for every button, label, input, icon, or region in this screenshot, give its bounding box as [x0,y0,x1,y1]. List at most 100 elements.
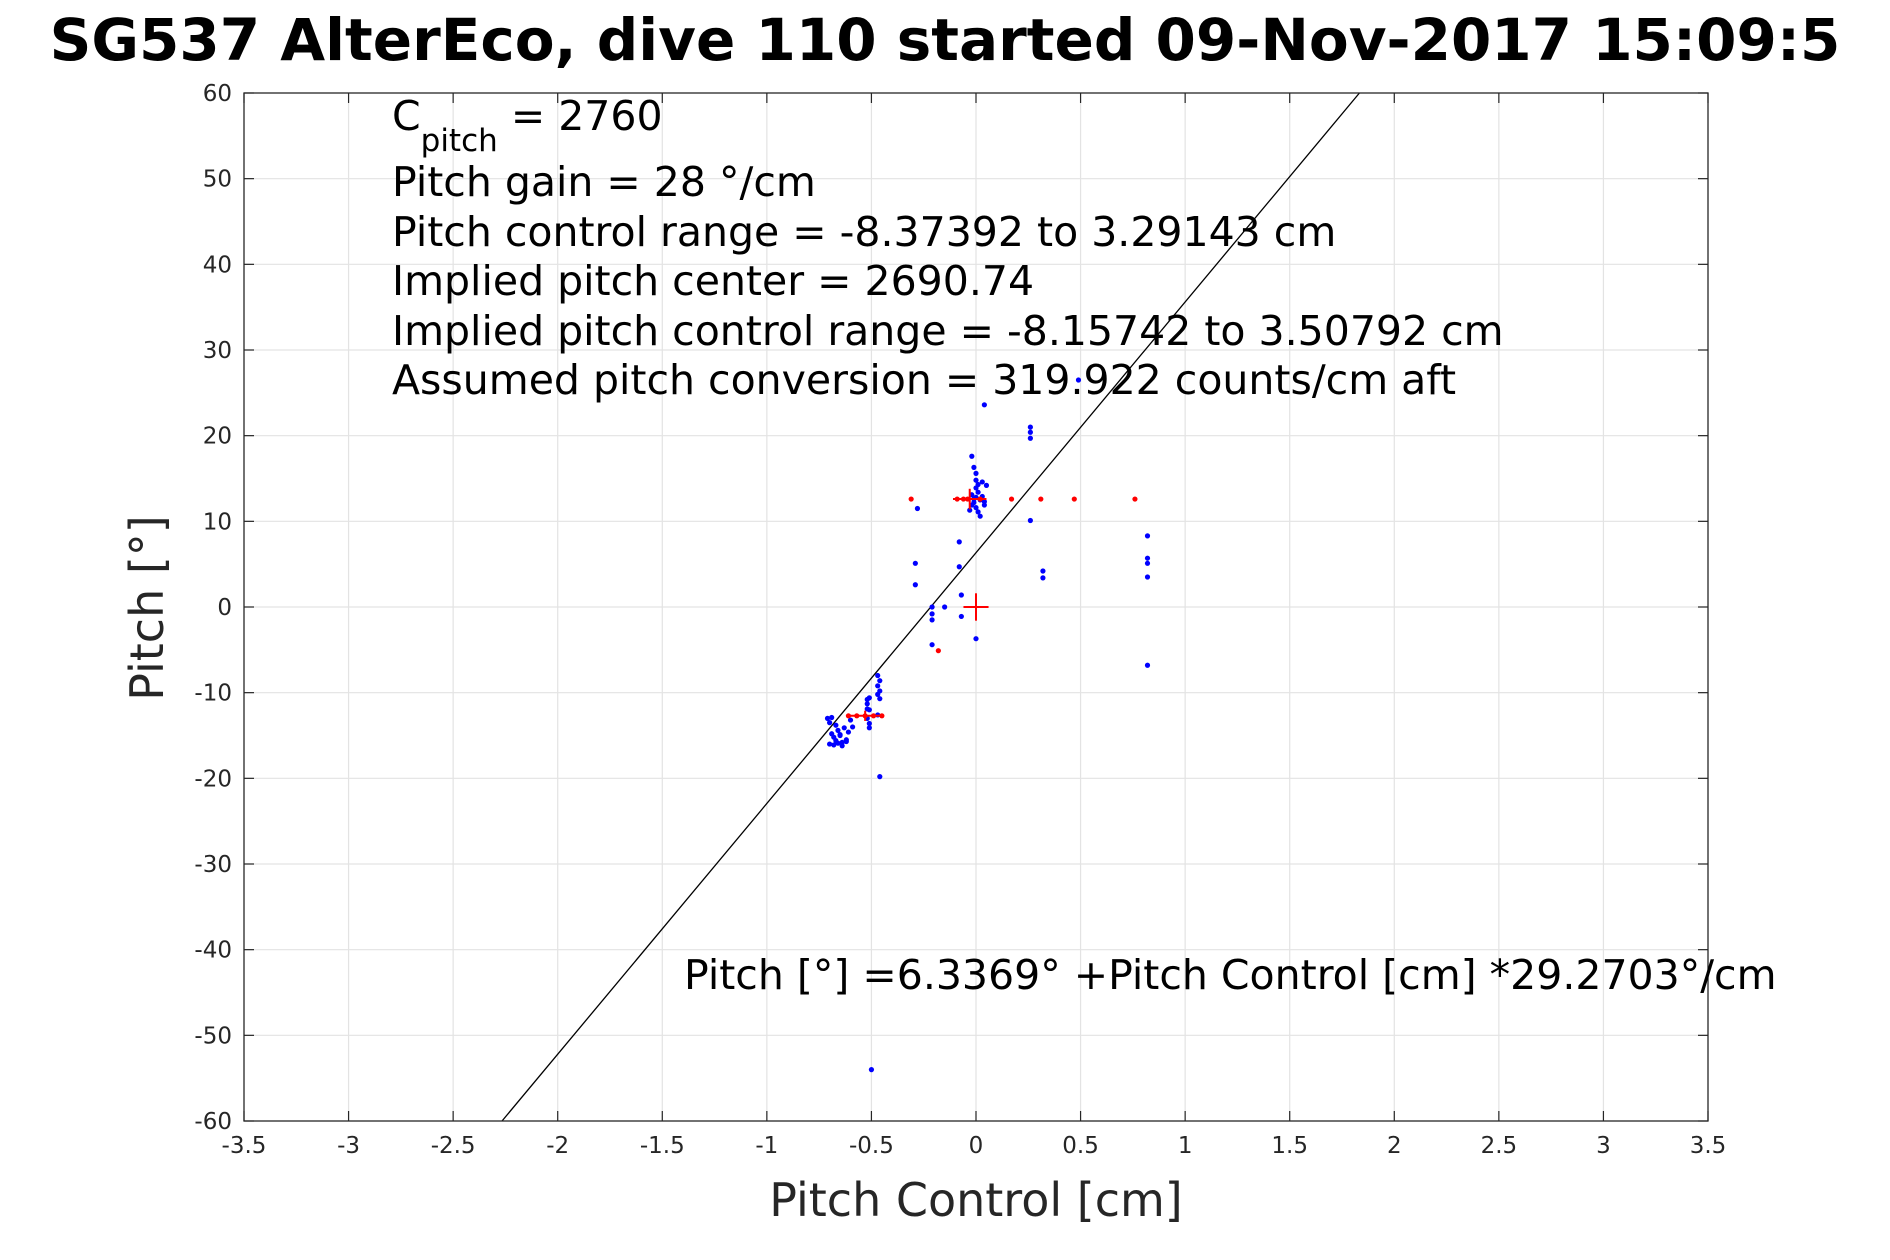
data-point [1027,429,1033,435]
data-point [908,496,914,502]
y-tick-label: 20 [203,424,232,450]
data-point [827,741,833,747]
data-point [839,743,845,749]
x-tick-label: -1 [755,1133,778,1159]
data-point [981,402,987,408]
x-tick-label: -0.5 [849,1133,894,1159]
data-point [983,482,990,488]
pitch-conversion-annotation: Assumed pitch conversion = 319.922 count… [392,356,1456,404]
data-point [956,564,962,570]
x-tick-label: 3 [1596,1133,1611,1159]
data-point [1008,496,1015,502]
y-tick-label: 10 [203,509,232,535]
data-point [864,706,870,712]
implied-pitch-center-annotation: Implied pitch center = 2690.74 [392,257,1034,305]
data-point [847,717,854,723]
data-point [942,604,948,610]
data-point [958,613,964,620]
data-point [979,479,985,485]
data-point [866,720,872,727]
x-axis-label: Pitch Control [cm] [769,1173,1183,1227]
data-point [850,724,856,730]
data-point [973,470,979,476]
chart-title: SG537 AlterEco, dive 110 started 09-Nov-… [50,6,1841,74]
data-point [868,1067,875,1073]
y-tick-label: 30 [203,338,232,364]
data-point [833,722,839,728]
y-axis-ticks: -60 -50 -40 -30 -20 -10 0 10 20 30 40 50 60 [194,81,1708,1135]
pitch-control-range-annotation: Pitch control range = -8.37392 to 3.2914… [392,208,1336,256]
data-point [1144,574,1151,580]
data-point [866,725,872,731]
y-tick-label: -20 [194,766,232,792]
data-point [977,513,983,519]
data-point [864,701,870,707]
data-point [835,740,841,746]
y-tick-label: 0 [217,595,232,621]
data-point [973,477,979,483]
data-point [875,672,881,679]
y-tick-label: 40 [203,252,232,278]
data-point [1038,496,1044,502]
x-tick-label: -2 [546,1133,569,1159]
y-tick-label: 60 [203,81,232,107]
data-point [827,720,833,726]
data-point [971,464,977,470]
axes-frame [243,92,1709,1122]
data-point [843,738,849,745]
y-tick-label: 50 [203,167,232,193]
y-tick-label: -60 [194,1109,232,1135]
data-point [835,727,841,733]
pitch-gain-annotation: Pitch gain = 28 °/cm [392,158,816,206]
data-point [929,604,935,610]
cpitch-annotation: Cpitch = 2760 [392,92,663,159]
data-point [973,636,979,642]
data-point [1027,517,1033,524]
x-tick-label: -3.5 [222,1133,267,1159]
data-point [973,505,979,511]
data-point [958,592,964,598]
data-point [829,714,835,721]
x-tick-label: 0 [969,1133,984,1159]
x-tick-label: 3.5 [1690,1133,1727,1159]
data-point [1027,435,1033,441]
data-point [875,683,881,689]
data-point [1144,560,1151,566]
data-point [929,642,935,648]
data-point [975,509,981,515]
x-tick-label: 2 [1387,1133,1402,1159]
y-tick-label: -10 [194,681,232,707]
data-point [1144,555,1151,561]
data-point [929,611,935,617]
data-point [969,453,975,459]
x-tick-label: 1 [1178,1133,1193,1159]
data-points [824,377,1151,1073]
cpitch-main: C [392,92,421,140]
grid-lines [244,93,1708,1121]
data-point [866,695,872,701]
cpitch-value: = 2760 [498,92,663,140]
data-point [935,648,941,654]
data-point [1075,377,1082,383]
data-point [845,729,852,735]
data-point [877,696,883,702]
data-point [841,725,847,731]
x-tick-label: 1.5 [1271,1133,1308,1159]
data-point [981,502,987,508]
data-point [875,691,881,697]
data-point [967,507,973,513]
data-point [975,481,981,488]
crosshair-markers [848,488,989,721]
data-point [1040,568,1046,574]
data-point [877,774,883,780]
data-point [914,505,921,512]
y-axis-label: Pitch [°] [120,515,174,701]
data-point [1027,424,1033,430]
x-tick-label: -2.5 [431,1133,476,1159]
x-tick-label: -3 [337,1133,360,1159]
data-point [1040,575,1046,581]
axes-box [243,92,1709,1122]
implied-pitch-control-range-annotation: Implied pitch control range = -8.15742 t… [392,307,1504,355]
fit-equation-annotation: Pitch [°] =6.3369° +Pitch Control [cm] *… [684,951,1777,999]
